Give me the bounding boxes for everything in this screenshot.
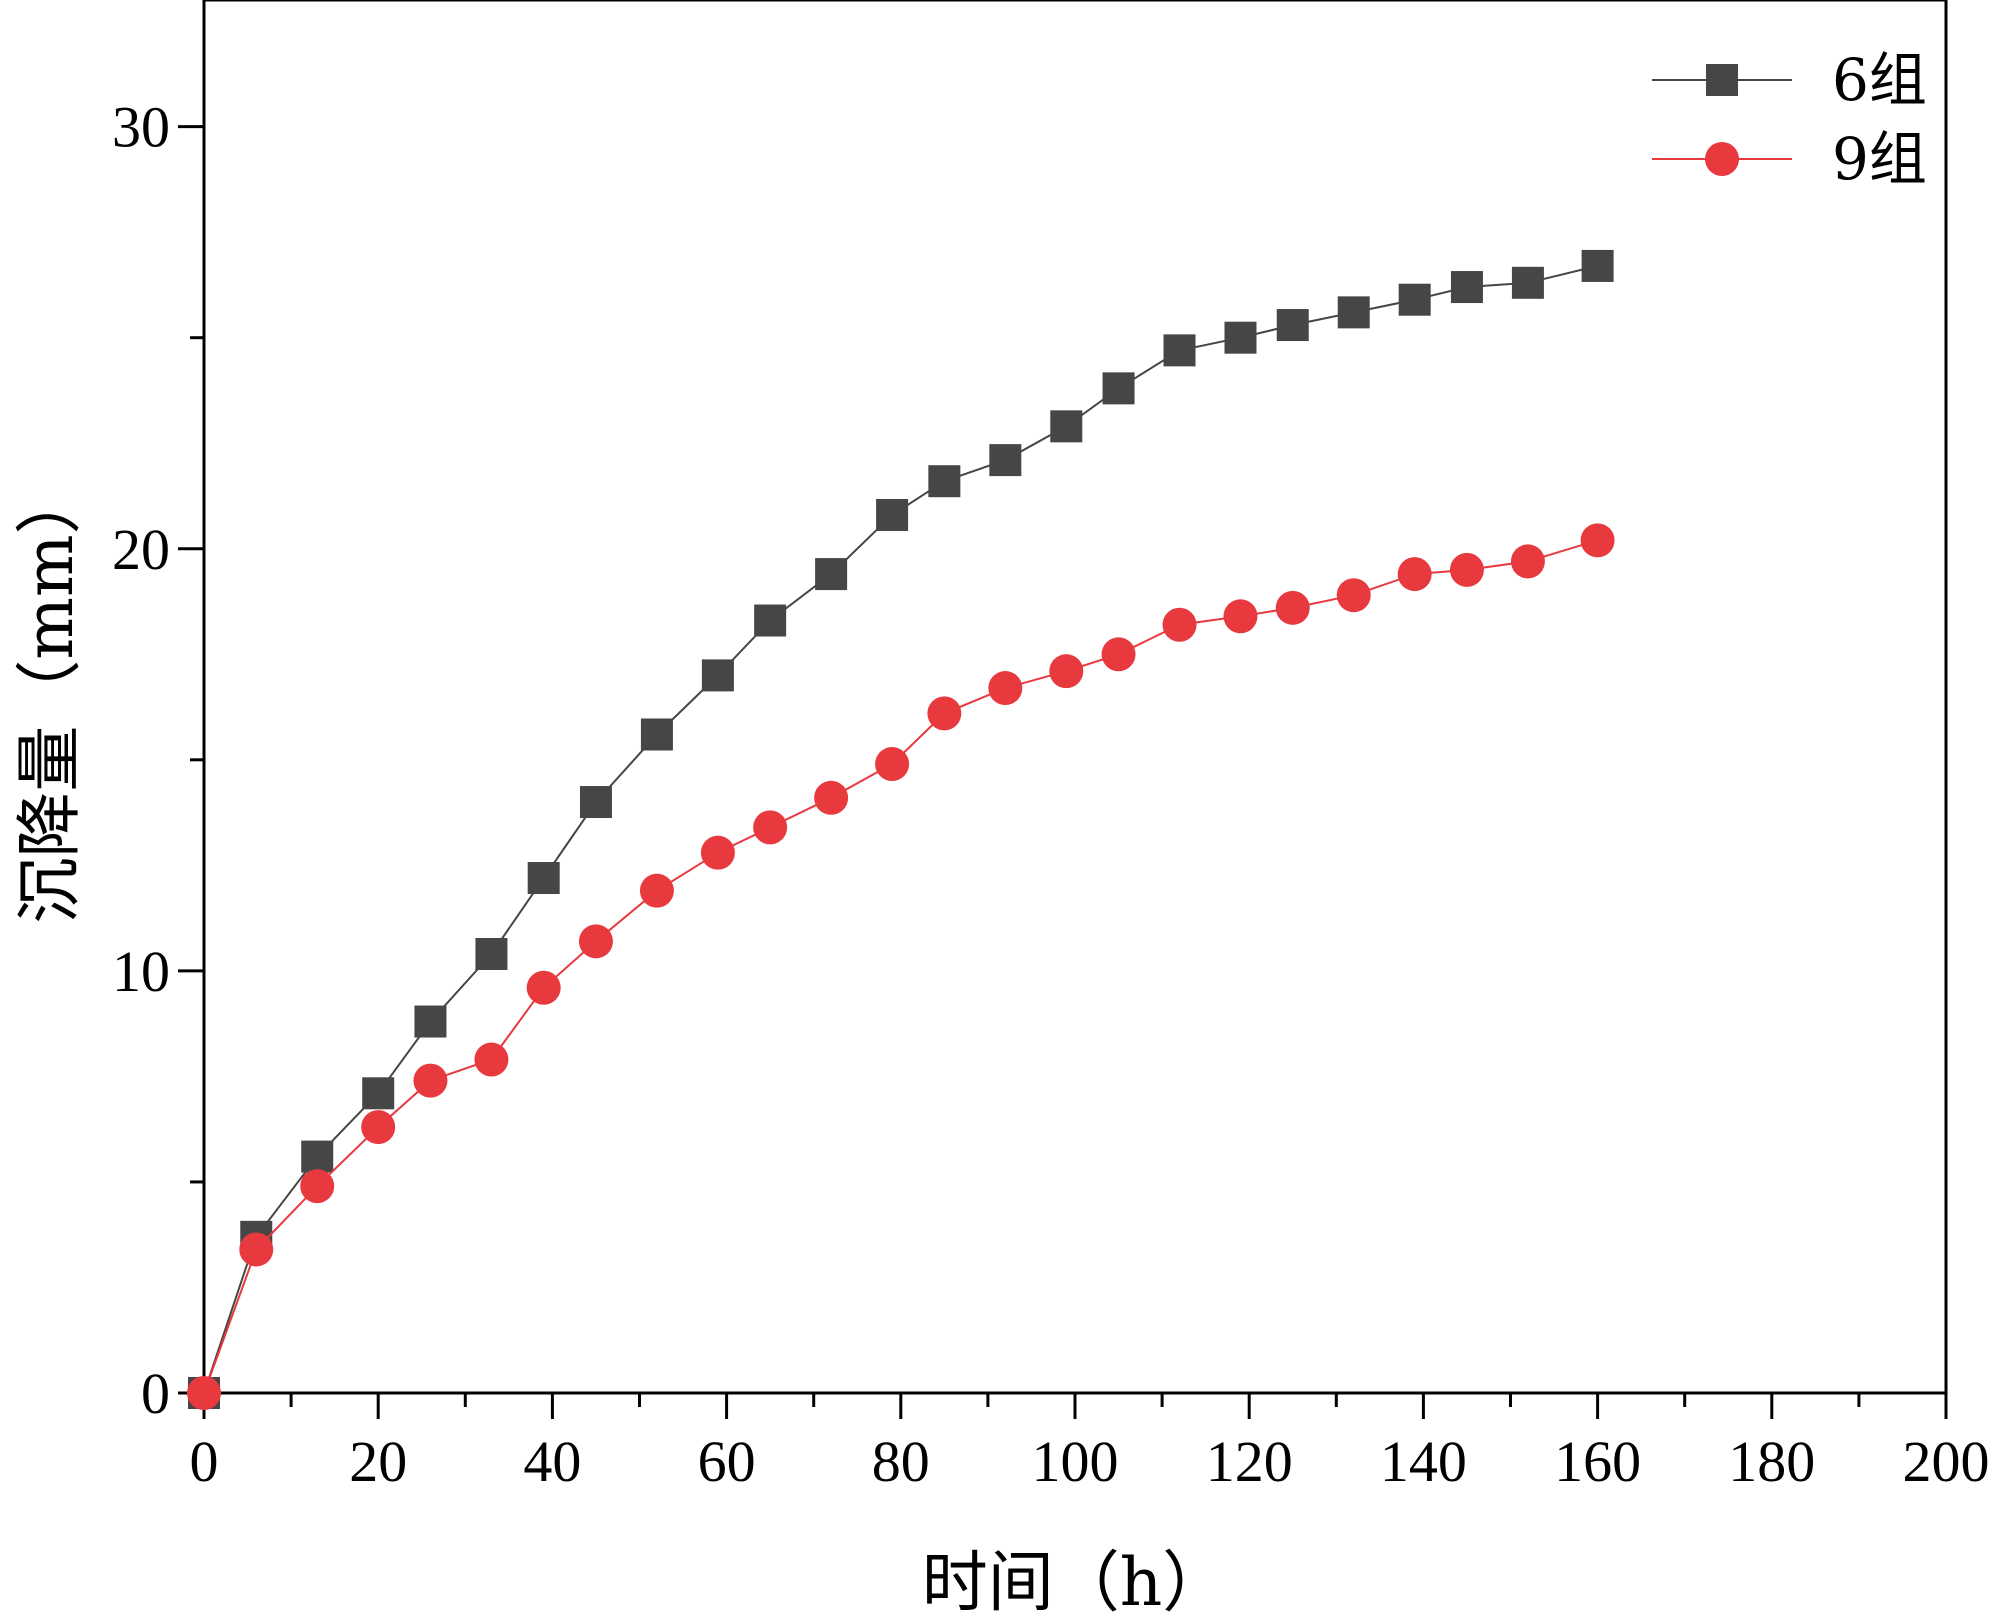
series-0-point (1337, 296, 1370, 329)
series-1-point (1101, 637, 1136, 672)
series-0-point (701, 659, 734, 692)
series-1-point (1275, 590, 1310, 625)
series-1-point (361, 1110, 396, 1145)
series-line-1 (203, 539, 1598, 1394)
series-0-point (579, 786, 612, 819)
series-0-point (1163, 334, 1196, 367)
y-tick-label: 10 (112, 939, 170, 1004)
series-1-point (639, 873, 674, 908)
series-0-point (1224, 321, 1257, 354)
series-0-point (1511, 266, 1544, 299)
axis-ticks (178, 125, 1948, 1419)
series-line-0 (203, 264, 1598, 1394)
series-0-point (1276, 309, 1309, 342)
series-1-point (187, 1376, 221, 1410)
y-tick-label: 30 (112, 95, 170, 160)
series-1-point (1397, 557, 1432, 592)
series-1-point (239, 1232, 274, 1267)
series-0-point (1102, 372, 1135, 405)
series-1-point (1223, 599, 1258, 634)
series-0-point (989, 444, 1022, 477)
series-1-point (927, 696, 962, 731)
series-1-point (1049, 654, 1084, 689)
series-0-point (527, 862, 560, 895)
y-tick-label: 20 (112, 517, 170, 582)
series-1-point (300, 1169, 335, 1204)
series-1-point (875, 747, 910, 782)
series-1-point (1449, 552, 1484, 587)
series-1-point (753, 810, 788, 845)
series-0-point (1581, 249, 1614, 282)
y-axis-title: 沉降量（mm） (11, 468, 88, 923)
series-1-point (578, 924, 613, 959)
series-1-point (413, 1063, 448, 1098)
x-tick-label: 40 (523, 1429, 581, 1494)
y-tick-label: 0 (141, 1361, 170, 1426)
series-0-point (754, 604, 787, 637)
x-tick-label: 120 (1206, 1429, 1293, 1494)
series-0-point (475, 937, 508, 970)
legend: 6组 9组 (1652, 46, 1927, 193)
series-0-point (414, 1005, 447, 1038)
series-0-point (815, 558, 848, 591)
series-1-point (1510, 544, 1545, 579)
series-1-point (1580, 523, 1615, 558)
series-1-point (1162, 607, 1197, 642)
x-tick-label: 0 (190, 1429, 219, 1494)
series-0-point (928, 465, 961, 498)
x-tick-label: 100 (1032, 1429, 1119, 1494)
series-0-point (1398, 283, 1431, 316)
series-0-point (301, 1140, 334, 1173)
plot-area-frame (202, 0, 1948, 1395)
x-axis-title: 时间（h） (922, 1544, 1229, 1618)
series-0-point (1450, 271, 1483, 304)
x-tick-label: 180 (1728, 1429, 1815, 1494)
legend-marker-6zu (1706, 64, 1738, 96)
x-tick-label: 60 (698, 1429, 756, 1494)
x-tick-label: 160 (1554, 1429, 1641, 1494)
series-1-point (526, 970, 561, 1005)
x-tick-label: 80 (872, 1429, 930, 1494)
series-1-point (988, 671, 1023, 706)
x-tick-label: 200 (1903, 1429, 1990, 1494)
series-1-point (814, 780, 849, 815)
x-tick-label: 140 (1380, 1429, 1467, 1494)
legend-label-6zu: 6组 (1832, 46, 1927, 114)
series-layer (187, 249, 1615, 1410)
tick-labels: 0 20 40 60 80 100 120 140 160 180 200 0 10 20 30 (112, 95, 1990, 1494)
series-0-point (640, 718, 673, 751)
x-tick-label: 20 (349, 1429, 407, 1494)
legend-marker-9zu (1705, 142, 1739, 176)
series-0-point (362, 1077, 395, 1110)
legend-label-9zu: 9组 (1832, 125, 1927, 193)
series-0-point (876, 498, 909, 531)
series-1-point (700, 835, 735, 870)
series-0-point (1050, 410, 1083, 443)
series-1-point (1336, 578, 1371, 613)
series-1-point (474, 1042, 509, 1077)
